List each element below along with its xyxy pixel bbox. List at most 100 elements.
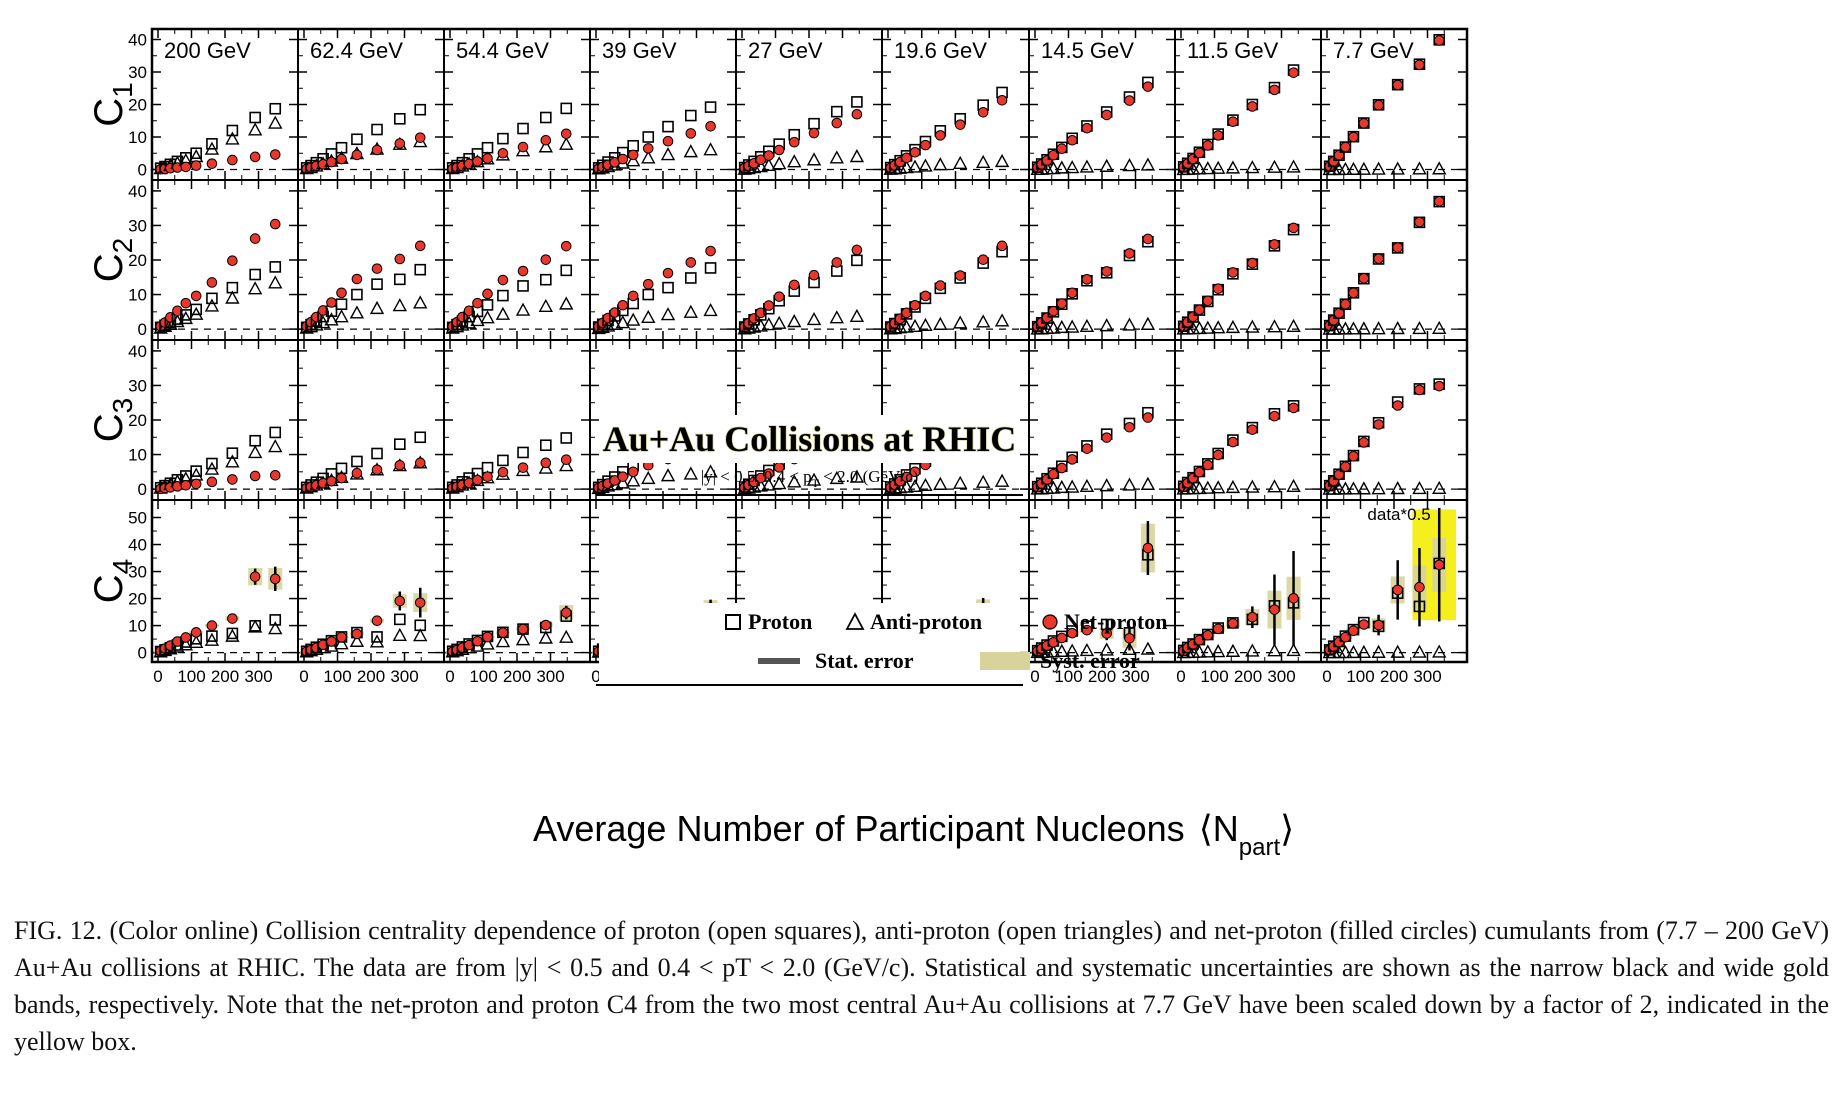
- netproton-point: [1142, 233, 1154, 245]
- antiproton-point: [1371, 644, 1386, 658]
- proton-point: [190, 147, 202, 160]
- antiproton-point: [1412, 320, 1427, 335]
- netproton-point: [1333, 469, 1345, 480]
- antiproton-point: [761, 317, 776, 331]
- netproton-point: [1348, 131, 1359, 143]
- netproton-point: [463, 305, 475, 317]
- panel-c3-1: [298, 340, 445, 501]
- panel-c2-3: [590, 180, 737, 341]
- netproton-point: [1101, 109, 1112, 121]
- antiproton-point: [1356, 161, 1372, 175]
- netproton-point: [1433, 380, 1445, 392]
- panel-c2-8: [1321, 180, 1468, 341]
- netproton-point: [249, 470, 261, 482]
- y-tick-label: 20: [128, 590, 147, 609]
- netproton-point: [1340, 141, 1351, 153]
- antiproton-point: [369, 300, 385, 315]
- proton-point: [540, 111, 552, 124]
- banner-subtitle-part: < 2.0 (GeV/c): [819, 467, 918, 486]
- proton-point: [226, 124, 239, 137]
- netproton-point: [909, 466, 921, 478]
- row-label-letter: C: [87, 98, 131, 127]
- antiproton-point: [178, 637, 193, 651]
- y-tick-label: 10: [128, 446, 147, 465]
- antiproton-point: [703, 302, 718, 317]
- netproton-point: [954, 270, 966, 281]
- antiproton-point: [753, 478, 768, 492]
- panel-c3-0: [152, 340, 299, 501]
- netproton-point: [1101, 628, 1112, 639]
- antiproton-point: [461, 315, 477, 329]
- row-label-letter: C: [87, 413, 131, 442]
- antiproton-point: [1192, 644, 1207, 658]
- netproton-point: [1212, 283, 1224, 294]
- netproton-point: [1348, 450, 1359, 462]
- y-tick-label: 20: [128, 96, 147, 115]
- antiproton-point: [538, 139, 553, 153]
- row-label-c3: C3: [87, 398, 138, 442]
- x-tick-label: 100: [469, 667, 497, 686]
- proton-point: [190, 303, 202, 316]
- netproton-point: [517, 141, 529, 153]
- panel-c1-3: 39 GeV: [590, 29, 737, 181]
- netproton-point: [901, 307, 912, 319]
- antiproton-point: [1079, 478, 1095, 493]
- proton-point: [517, 446, 529, 459]
- legend: Proton Anti-proton Net-proton Stat. error Sy…: [596, 603, 1167, 686]
- netproton-point: [909, 146, 921, 158]
- antiproton-point: [1192, 320, 1207, 335]
- netproton-point: [1048, 149, 1059, 161]
- netproton-point: [1247, 257, 1258, 269]
- antiproton-point: [538, 298, 553, 312]
- antiproton-point: [559, 458, 574, 472]
- y-tick-label: 0: [138, 644, 147, 663]
- x-tick-label: 300: [536, 667, 564, 686]
- proton-point: [1413, 600, 1426, 613]
- proton-point: [560, 102, 573, 115]
- netproton-point: [773, 291, 785, 302]
- legend-netproton-label: Net-proton: [1064, 609, 1167, 634]
- netproton-point: [996, 240, 1008, 252]
- x-tick-label: 300: [1413, 667, 1441, 686]
- netproton-point: [1081, 624, 1093, 636]
- netproton-point: [1066, 287, 1078, 299]
- netproton-point: [190, 478, 202, 490]
- netproton-point: [1414, 216, 1425, 228]
- netproton-point: [1101, 266, 1112, 277]
- proton-point: [371, 631, 383, 643]
- antiproton-point: [334, 636, 349, 650]
- panel-c4-7: 0 100 200 300: [1175, 500, 1322, 686]
- y-tick-label: 0: [138, 480, 147, 499]
- netproton-point: [190, 627, 202, 638]
- antiproton-point: [994, 153, 1010, 168]
- antiproton-point: [392, 298, 407, 312]
- proton-point: [662, 281, 674, 294]
- x-tick-label: 200: [1234, 667, 1262, 686]
- netproton-point: [180, 297, 192, 309]
- proton-point: [206, 292, 218, 305]
- antiproton-point: [225, 628, 240, 642]
- netproton-point: [249, 151, 261, 163]
- netproton-point: [1194, 466, 1205, 478]
- x-axis-title-main: Average Number of Participant Nucleons: [533, 808, 1185, 849]
- antiproton-point: [1054, 479, 1069, 494]
- netproton-point: [1392, 400, 1403, 411]
- netproton-point: [920, 290, 931, 302]
- proton-point: [394, 273, 406, 286]
- y-tick-label: 40: [128, 31, 147, 50]
- panel-c3-2: [444, 340, 591, 501]
- antiproton-point: [1267, 319, 1282, 333]
- proton-point: [269, 614, 282, 626]
- x-tick-label: 0: [1176, 667, 1185, 686]
- netproton-point: [317, 305, 329, 316]
- netproton-point: [627, 466, 639, 478]
- netproton-point: [336, 631, 347, 643]
- banner-subtitle-part: |y| < 0.5, 0.4 < p: [701, 467, 812, 486]
- legend-antiproton-label: Anti-proton: [870, 609, 982, 634]
- banner-subtitle: |y| < 0.5, 0.4 < pT < 2.0 (GeV/c): [701, 467, 919, 490]
- antiproton-point: [849, 308, 865, 323]
- antiproton-point: [204, 141, 220, 155]
- netproton-point: [831, 117, 843, 129]
- netproton-point: [351, 149, 363, 161]
- netproton-point: [954, 119, 966, 130]
